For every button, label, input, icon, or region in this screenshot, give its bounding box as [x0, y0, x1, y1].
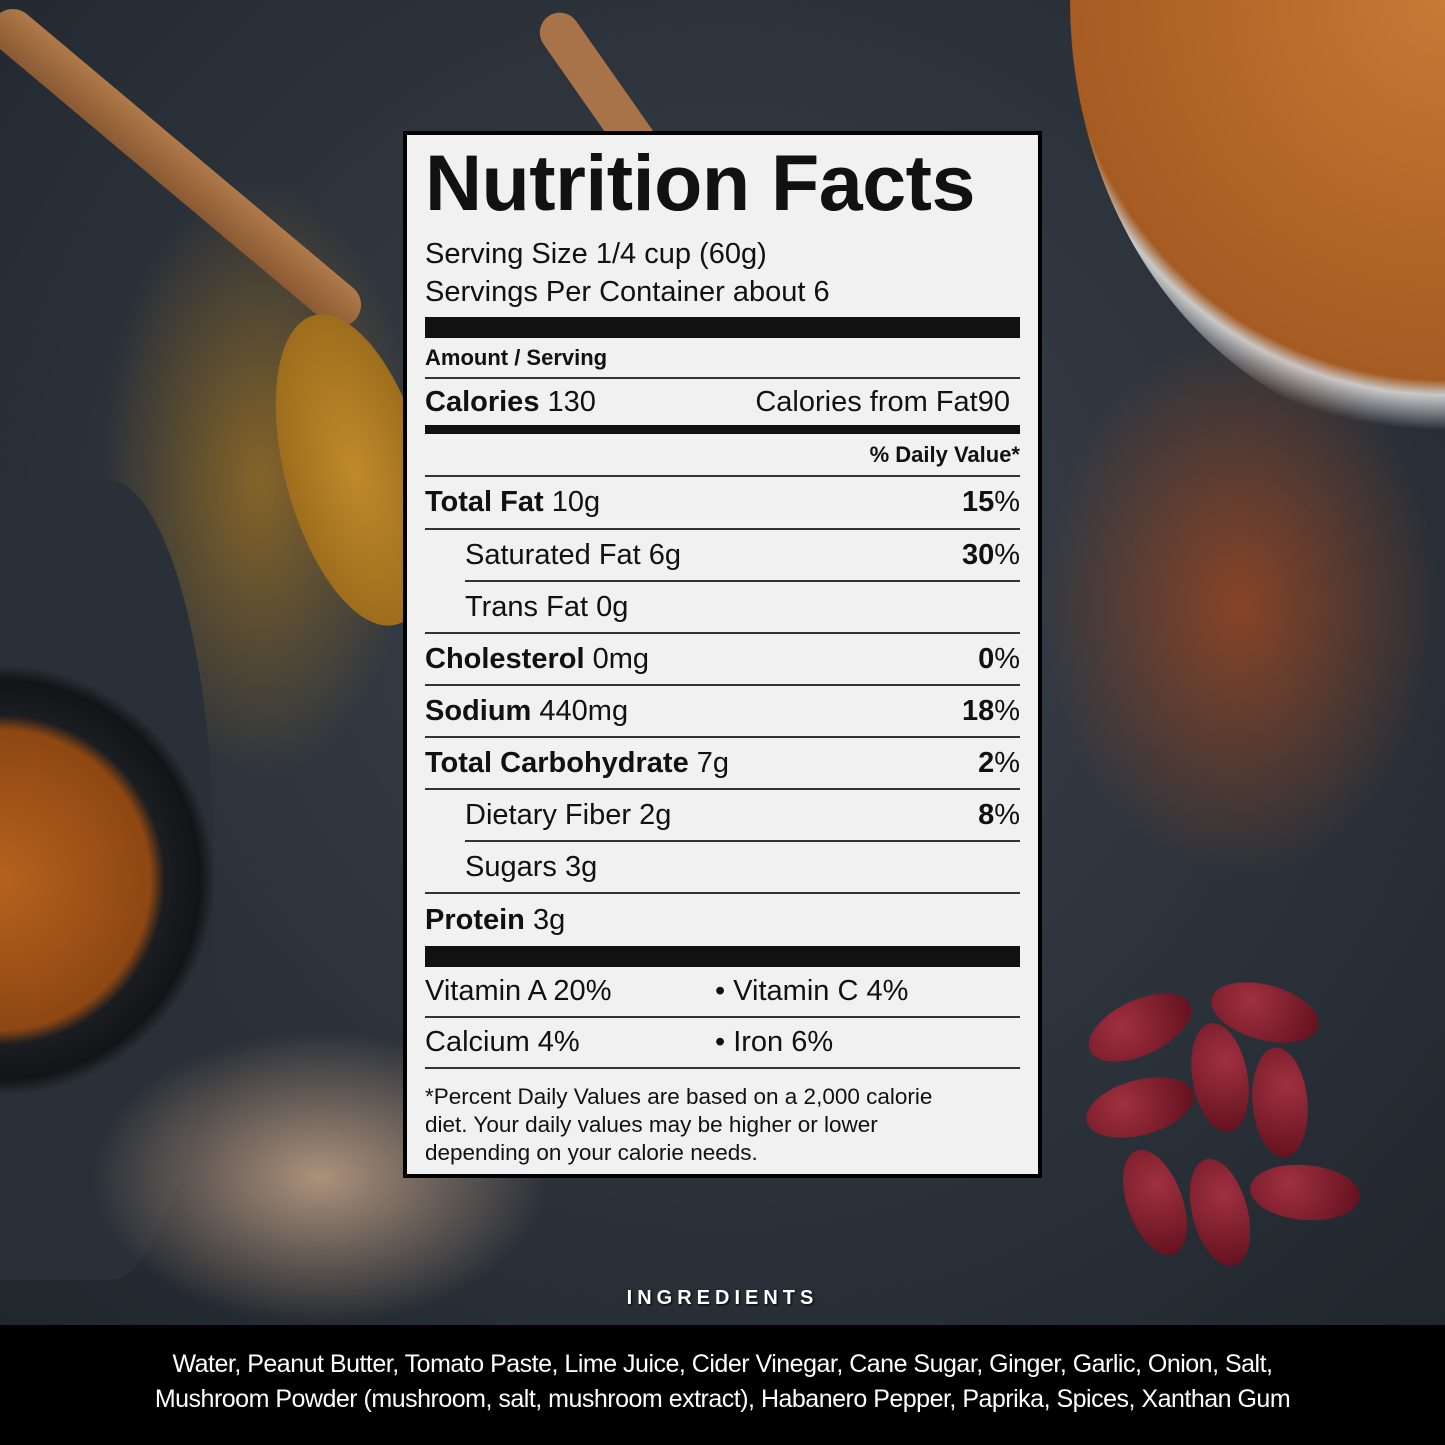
- label-title: Nutrition Facts: [425, 138, 975, 227]
- divider-thick: [425, 946, 1020, 967]
- nutrient-row-protein: Protein 3g: [425, 903, 566, 936]
- calories-label: Calories: [425, 385, 540, 418]
- nutrient-row-cholesterol: Cholesterol 0mg 0%: [425, 634, 1020, 686]
- amount-per-serving: Amount / Serving: [425, 338, 1020, 379]
- ingredients-heading: INGREDIENTS: [626, 1287, 819, 1309]
- divider-medium: [425, 425, 1020, 434]
- nutrient-row-sodium: Sodium 440mg 18%: [425, 686, 1020, 738]
- vitamin-row: Vitamin A 20% • Vitamin C 4%: [425, 967, 1020, 1018]
- ingredients-band: Water, Peanut Butter, Tomato Paste, Lime…: [0, 1325, 1445, 1445]
- footnote: *Percent Daily Values are based on a 2,0…: [425, 1084, 933, 1165]
- nutrient-row-trans-fat: Trans Fat 0g: [425, 582, 1020, 634]
- nutrient-row-saturated-fat: Saturated Fat 6g 30%: [465, 530, 1020, 582]
- calories-value: 130: [547, 385, 596, 418]
- daily-value-header: % Daily Value*: [425, 434, 1020, 477]
- saffron-image: [1040, 330, 1440, 880]
- nutrient-row-dietary-fiber: Dietary Fiber 2g 8%: [465, 790, 1020, 842]
- divider-thick: [425, 317, 1020, 338]
- servings-per-container: Servings Per Container about 6: [425, 276, 830, 308]
- calories-row: Calories 130 Calories from Fat90: [425, 379, 1020, 425]
- nutrient-row-sugars: Sugars 3g: [425, 842, 1020, 894]
- nutrition-facts-label: Nutrition Facts Serving Size 1/4 cup (60…: [403, 131, 1042, 1178]
- mineral-row: Calcium 4% • Iron 6%: [425, 1018, 1020, 1069]
- ingredients-line: Mushroom Powder (mushroom, salt, mushroo…: [154, 1385, 1291, 1413]
- ingredients-line: Water, Peanut Butter, Tomato Paste, Lime…: [172, 1350, 1273, 1378]
- nutrient-row-total-fat: Total Fat 10g 15%: [425, 477, 1020, 530]
- serving-size: Serving Size 1/4 cup (60g): [425, 238, 767, 270]
- calories-from-fat: Calories from Fat90: [755, 385, 1010, 418]
- nutrient-row-total-carbohydrate: Total Carbohydrate 7g 2%: [425, 738, 1020, 790]
